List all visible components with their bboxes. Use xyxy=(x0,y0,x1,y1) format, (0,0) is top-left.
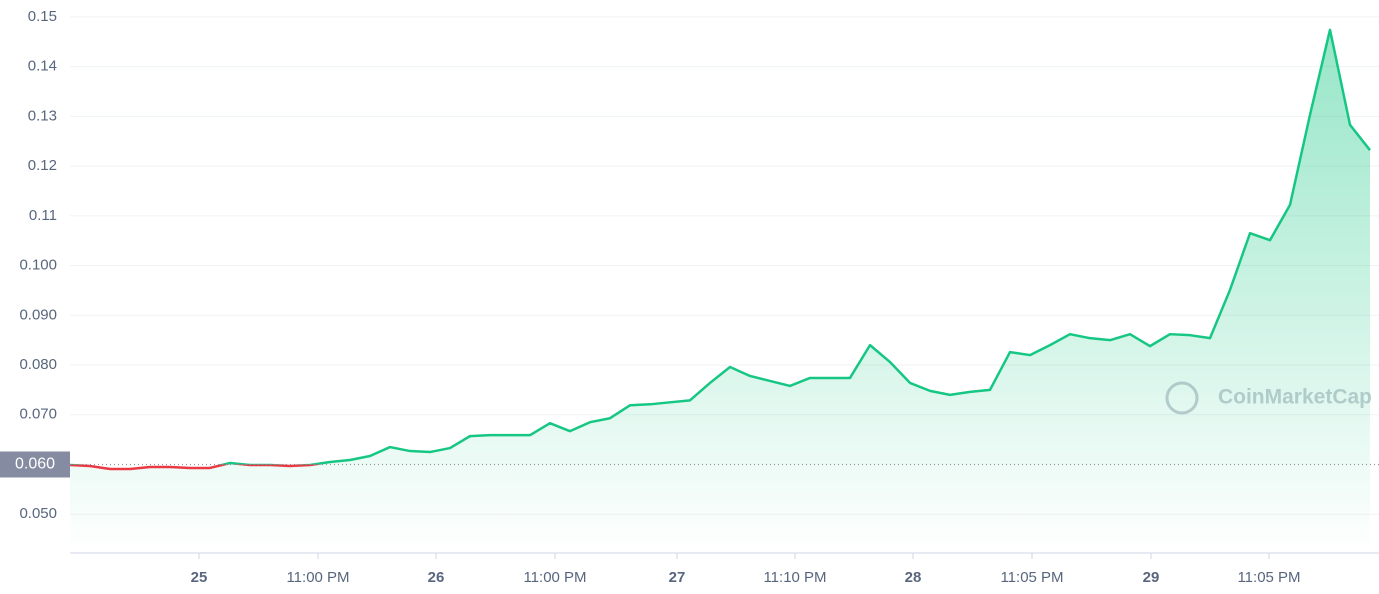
reference-label-box xyxy=(0,451,70,478)
reference-label: 0.060 xyxy=(15,456,55,473)
x-tick-label: 11:00 PM xyxy=(523,569,586,586)
x-tick-label: 26 xyxy=(428,569,445,586)
y-tick-label: 0.080 xyxy=(19,356,57,373)
y-tick-label: 0.15 xyxy=(28,8,57,25)
x-tick-label: 25 xyxy=(191,569,208,586)
y-tick-label: 0.050 xyxy=(19,505,57,522)
x-tick-label: 11:00 PM xyxy=(286,569,349,586)
y-tick-label: 0.090 xyxy=(19,306,57,323)
x-tick-label: 11:05 PM xyxy=(1000,569,1063,586)
y-tick-label: 0.14 xyxy=(28,58,57,75)
y-tick-label: 0.100 xyxy=(19,257,57,274)
y-tick-label: 0.13 xyxy=(28,107,57,124)
x-tick-label: 11:05 PM xyxy=(1237,569,1300,586)
y-tick-label: 0.11 xyxy=(29,207,57,224)
area xyxy=(70,29,1370,553)
x-tick-label: 28 xyxy=(905,569,922,586)
x-tick-label: 29 xyxy=(1143,569,1160,586)
x-tick-label: 27 xyxy=(669,569,686,586)
price-line xyxy=(69,28,1371,471)
x-tick-label: 11:10 PM xyxy=(763,569,826,586)
y-tick-label: 0.12 xyxy=(28,157,57,174)
y-tick-label: 0.070 xyxy=(19,406,57,423)
